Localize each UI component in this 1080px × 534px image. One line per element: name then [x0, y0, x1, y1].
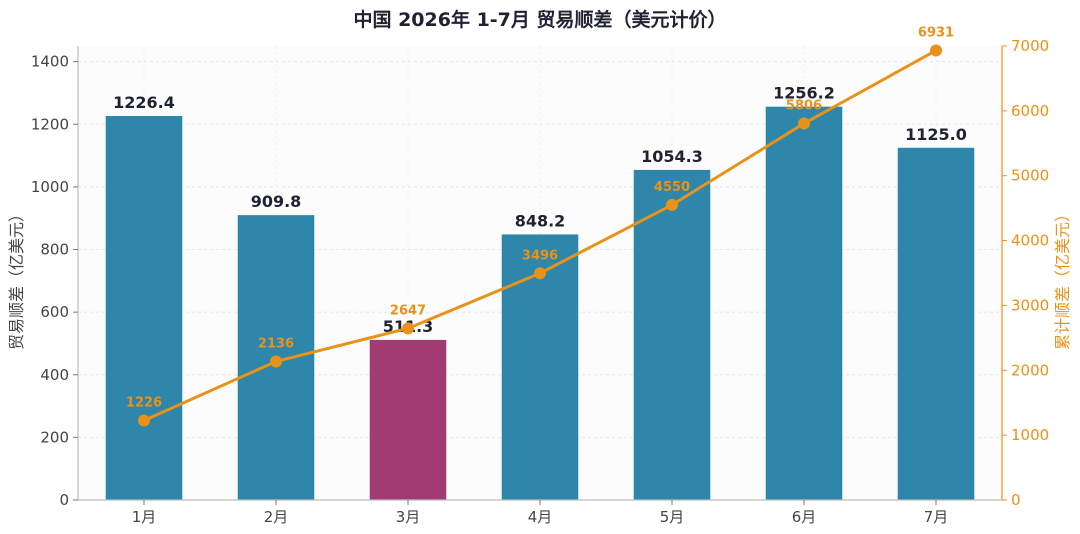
- left-tick-label: 400: [40, 366, 69, 384]
- bar: [633, 169, 711, 501]
- cumulative-point: [666, 198, 678, 211]
- cumulative-point: [534, 267, 546, 280]
- bar-value-label: 1256.2: [773, 84, 835, 103]
- left-tick-label: 0: [59, 491, 69, 509]
- bar-value-label: 1125.0: [905, 125, 967, 144]
- left-tick-label: 1400: [31, 53, 69, 71]
- x-tick-label: 3月: [396, 508, 421, 526]
- x-tick-label: 6月: [792, 508, 817, 526]
- bar-value-label: 909.8: [251, 192, 302, 211]
- cumulative-point: [402, 322, 414, 335]
- right-axis-ticks: 0 1000 2000 3000 4000 5000 6000 7000: [1002, 37, 1049, 509]
- right-tick-label: 1000: [1011, 426, 1049, 444]
- left-tick-label: 200: [40, 428, 69, 446]
- chart-title: 中国 2026年 1-7月 贸易顺差（美元计价）: [353, 8, 726, 31]
- left-tick-label: 800: [40, 241, 69, 259]
- cumulative-value-label: 2136: [258, 336, 294, 351]
- x-tick-label: 5月: [660, 508, 685, 526]
- right-tick-label: 2000: [1011, 361, 1049, 379]
- right-tick-label: 0: [1011, 491, 1021, 509]
- right-tick-label: 7000: [1011, 37, 1049, 55]
- cumulative-point: [270, 355, 282, 368]
- x-tick-label: 2月: [264, 508, 289, 526]
- cumulative-point: [138, 414, 150, 427]
- bar-value-label: 1054.3: [641, 147, 703, 166]
- cumulative-value-label: 3496: [522, 248, 558, 263]
- right-tick-label: 5000: [1011, 167, 1049, 185]
- x-tick-label: 4月: [528, 508, 553, 526]
- cumulative-point: [798, 117, 810, 130]
- cumulative-value-label: 5806: [786, 98, 822, 113]
- right-tick-label: 3000: [1011, 296, 1049, 314]
- right-tick-label: 6000: [1011, 102, 1049, 120]
- cumulative-point: [930, 44, 942, 57]
- y-axis-label-right: 累计顺差（亿美元）: [1053, 206, 1072, 350]
- bar-value-label: 1226.4: [113, 93, 175, 112]
- bar: [369, 339, 447, 500]
- cumulative-value-label: 6931: [918, 25, 954, 40]
- x-tick-label: 1月: [132, 508, 157, 526]
- left-tick-label: 1000: [31, 178, 69, 196]
- y-axis-label-left: 贸易顺差（亿美元）: [7, 206, 26, 350]
- bar: [765, 106, 843, 501]
- left-tick-label: 600: [40, 303, 69, 321]
- bar: [105, 116, 183, 500]
- bar-value-label: 848.2: [515, 211, 566, 230]
- x-tick-label: 7月: [924, 508, 949, 526]
- cumulative-line: 1226 2136 2647 3496 4550 5806 6931: [126, 25, 954, 427]
- x-axis-ticks: 1月 2月 3月 4月 5月 6月 7月: [132, 500, 949, 526]
- left-axis-ticks: 0 200 400 600 800 1000 1200 1400: [31, 53, 78, 509]
- bars: [105, 106, 975, 501]
- cumulative-value-label: 4550: [654, 180, 690, 195]
- cumulative-value-label: 2647: [390, 303, 426, 318]
- cumulative-value-label: 1226: [126, 395, 162, 410]
- right-tick-label: 4000: [1011, 232, 1049, 250]
- left-tick-label: 1200: [31, 115, 69, 133]
- bar: [897, 147, 975, 501]
